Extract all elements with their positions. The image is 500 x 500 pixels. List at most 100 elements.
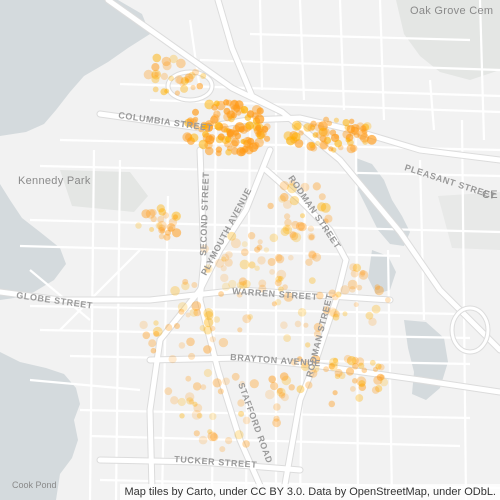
incident-point [323, 218, 329, 224]
incident-point [215, 258, 225, 268]
incident-point [313, 322, 323, 332]
incident-point [328, 146, 334, 152]
incident-point [342, 119, 350, 127]
incident-point [184, 73, 194, 83]
incident-point [188, 71, 196, 80]
incident-point [231, 372, 240, 381]
park-east [438, 192, 500, 250]
incident-point [307, 225, 314, 232]
incident-point [289, 231, 297, 238]
incident-point [332, 357, 339, 363]
incident-point [340, 285, 350, 295]
incident-point [280, 321, 288, 330]
incident-point [217, 133, 225, 141]
incident-point [282, 284, 288, 290]
incident-point [141, 209, 151, 219]
incident-point [254, 265, 260, 271]
incident-point [142, 331, 151, 340]
incident-point [234, 430, 244, 440]
incident-point [296, 385, 305, 394]
incident-point [184, 78, 190, 84]
incident-point [284, 218, 292, 227]
incident-point [280, 192, 289, 202]
incident-point [148, 339, 157, 348]
incident-point [263, 123, 271, 130]
incident-point [320, 202, 331, 213]
incident-point [168, 355, 177, 364]
incident-point [338, 372, 346, 380]
incident-point [200, 73, 207, 79]
incident-point [178, 308, 185, 315]
incident-point [158, 226, 166, 234]
incident-point [162, 61, 172, 71]
incident-point [294, 320, 302, 328]
incident-point [332, 390, 338, 396]
incident-point [379, 378, 389, 387]
incident-point [241, 248, 249, 257]
incident-point [207, 431, 218, 442]
incident-point [267, 258, 276, 266]
incident-point [157, 215, 165, 223]
incident-point [330, 308, 339, 318]
incident-point [168, 75, 174, 82]
incident-point [355, 357, 365, 366]
water-bay-north [0, 0, 150, 136]
incident-point [155, 222, 163, 230]
incident-point [349, 118, 355, 125]
incident-point [200, 384, 207, 390]
incident-point [151, 63, 160, 72]
incident-point [318, 127, 328, 137]
incident-point [309, 142, 315, 149]
label-oak-grove: Oak Grove Cem [410, 5, 493, 17]
incident-point [289, 195, 300, 206]
incident-point [362, 139, 369, 145]
incident-point [300, 182, 310, 192]
incident-point [334, 373, 341, 379]
incident-point [231, 138, 240, 147]
incident-point [256, 107, 264, 115]
incident-point [171, 211, 181, 221]
incident-point [350, 269, 359, 278]
incident-point [185, 312, 191, 318]
label-kennedy-park: Kennedy Park [18, 175, 91, 187]
incident-point [240, 138, 246, 145]
incident-point [214, 121, 223, 131]
incident-point [298, 222, 307, 232]
incident-point [163, 233, 171, 241]
incident-point [247, 142, 254, 149]
incident-point [358, 362, 365, 369]
incident-point [161, 56, 171, 67]
incident-point [199, 325, 206, 332]
incident-point [241, 241, 248, 248]
incident-point [274, 279, 282, 287]
incident-point [358, 383, 367, 392]
incident-point [371, 386, 380, 394]
incident-point [351, 356, 359, 365]
incident-point [346, 144, 356, 154]
incident-point [150, 347, 157, 354]
incident-point [210, 433, 219, 442]
incident-point [343, 354, 352, 363]
incident-point [242, 279, 251, 289]
incident-point [369, 359, 376, 366]
incident-point [185, 375, 192, 382]
incident-point [198, 435, 208, 445]
incident-point [350, 386, 356, 392]
incident-point [201, 123, 208, 130]
incident-point [268, 375, 277, 384]
incident-point [272, 418, 281, 428]
incident-point [152, 326, 163, 337]
incident-point [220, 265, 227, 272]
incident-point [139, 320, 148, 330]
incident-point [293, 122, 301, 130]
incident-point [189, 133, 199, 142]
incident-point [164, 88, 170, 94]
incident-point [307, 232, 316, 241]
incident-point [226, 128, 235, 137]
incident-point [156, 204, 165, 213]
incident-point [275, 254, 285, 264]
incident-point [248, 142, 259, 153]
incident-point [311, 364, 320, 373]
